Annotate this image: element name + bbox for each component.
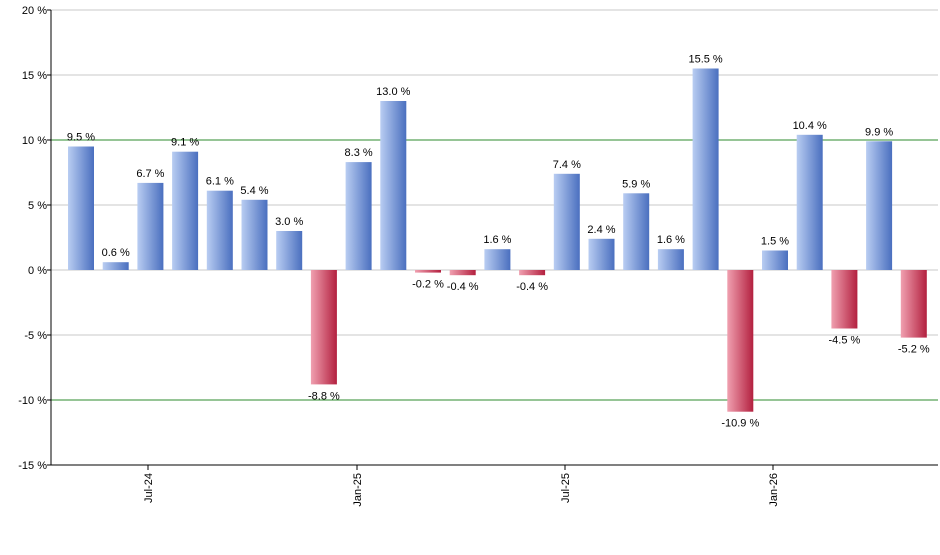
data-label: 7.4 % — [553, 159, 581, 171]
bar — [657, 249, 684, 270]
bar — [380, 101, 407, 270]
bar — [206, 190, 233, 270]
data-label: -8.8 % — [308, 390, 340, 402]
data-label: -4.5 % — [829, 335, 861, 347]
x-tick-label: Jan-25 — [352, 473, 364, 507]
bar — [519, 270, 546, 276]
bar — [727, 270, 754, 412]
data-label: 6.1 % — [206, 176, 234, 188]
x-tick-label: Jan-26 — [768, 473, 780, 507]
y-tick-label: 20 % — [22, 5, 47, 17]
x-tick-label: Jul-24 — [143, 473, 155, 503]
data-label: 13.0 % — [376, 86, 410, 98]
bar — [137, 182, 164, 270]
data-labels: 9.5 % 0.6 % 6.7 % 9.1 % 6.1 % 5.4 % 3.0 % -8.8 … — [67, 54, 930, 430]
bar — [172, 151, 199, 270]
bar — [68, 146, 94, 270]
data-label: -0.2 % — [412, 279, 444, 291]
data-label: 9.1 % — [171, 137, 199, 149]
data-label: -0.4 % — [516, 281, 548, 293]
x-tick-label: Jul-25 — [560, 473, 572, 503]
data-label: -10.9 % — [721, 418, 759, 430]
data-label: 5.4 % — [240, 185, 268, 197]
data-label: 6.7 % — [136, 168, 164, 180]
bar — [449, 270, 476, 276]
bar — [762, 250, 788, 270]
bar — [692, 68, 719, 270]
bar — [900, 270, 927, 338]
bar — [241, 199, 268, 270]
bar — [553, 173, 580, 270]
data-label: -5.2 % — [898, 344, 930, 356]
bar — [484, 249, 511, 270]
y-tick-label: -10 % — [18, 395, 47, 407]
data-label: 2.4 % — [587, 224, 615, 236]
y-tick-label: 15 % — [22, 70, 47, 82]
data-label: -0.4 % — [447, 281, 479, 293]
bar — [796, 134, 823, 270]
data-label: 15.5 % — [688, 54, 722, 66]
data-label: 9.9 % — [865, 126, 893, 138]
y-tick-label: -15 % — [18, 460, 47, 472]
data-label: 3.0 % — [275, 216, 303, 228]
bar — [866, 141, 893, 270]
data-label: 1.6 % — [657, 234, 685, 246]
bars — [68, 68, 927, 412]
data-label: 1.6 % — [483, 234, 511, 246]
bar — [102, 262, 129, 270]
data-label: 5.9 % — [622, 178, 650, 190]
bar — [588, 238, 615, 270]
bar — [345, 162, 372, 270]
bar — [831, 270, 858, 329]
data-label: 1.5 % — [761, 236, 789, 248]
y-tick-label: 0 % — [28, 265, 47, 277]
bar — [415, 270, 441, 273]
data-label: 10.4 % — [793, 120, 827, 132]
bar — [310, 270, 337, 385]
bar — [276, 231, 303, 270]
y-tick-label: 5 % — [28, 200, 47, 212]
reference-lines — [51, 139, 938, 401]
data-label: 0.6 % — [102, 247, 130, 259]
bar — [623, 193, 650, 270]
axes: 20 % 15 % 10 % 5 % 0 % -5 % -10 % -15 % Jul-24 Ja… — [18, 5, 938, 507]
data-label: 8.3 % — [345, 147, 373, 159]
data-label: 9.5 % — [67, 132, 95, 144]
y-tick-label: 10 % — [22, 135, 47, 147]
y-tick-label: -5 % — [24, 330, 47, 342]
